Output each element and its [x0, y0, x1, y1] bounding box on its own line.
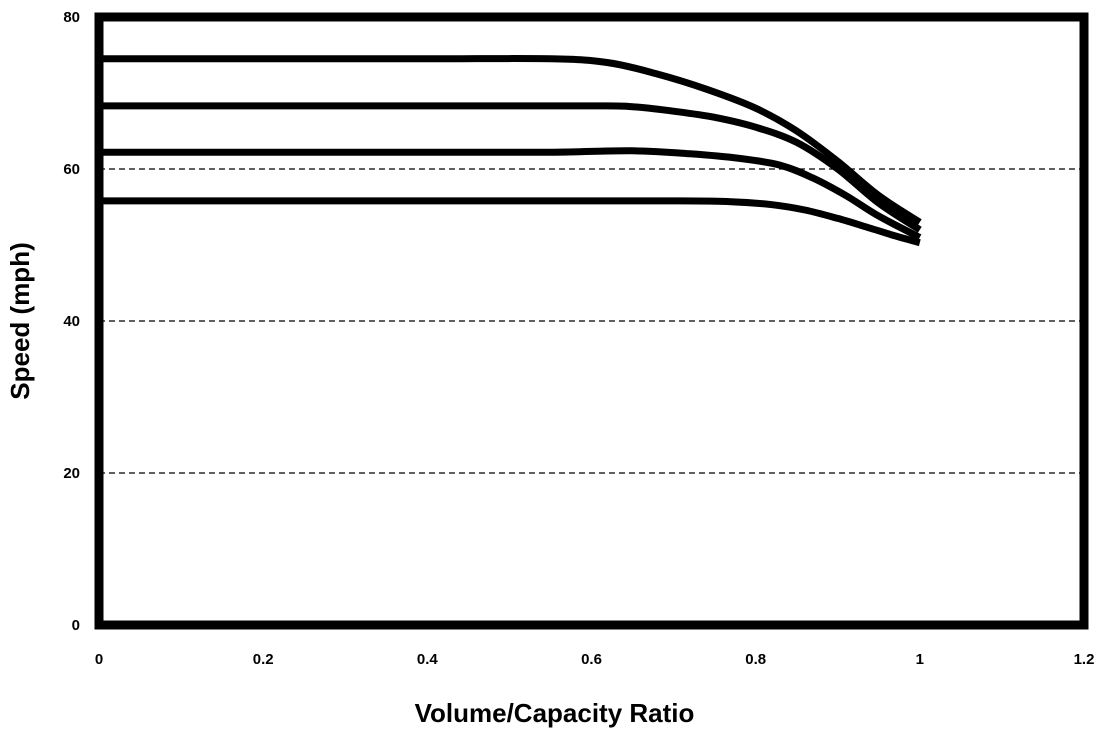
y-tick-label-2: 40 [63, 313, 80, 330]
y-tick-label-1: 20 [63, 465, 80, 482]
series-line-1 [99, 55, 922, 226]
series-line-2 [98, 102, 922, 233]
series-line-3 [99, 147, 922, 241]
y-tick-labels: 0 20 40 60 80 [63, 9, 80, 634]
x-tick-label-1: 0.2 [253, 651, 274, 668]
x-tick-label-6: 1.2 [1074, 651, 1095, 668]
x-axis-title: Volume/Capacity Ratio [415, 698, 695, 728]
plot-frame [94, 12, 1089, 630]
x-tick-label-2: 0.4 [417, 651, 439, 668]
x-tick-labels: 0 0.2 0.4 0.6 0.8 1 1.2 [95, 651, 1095, 668]
x-tick-label-5: 1 [916, 651, 924, 668]
y-tick-label-0: 0 [72, 617, 80, 634]
x-tick-label-4: 0.8 [745, 651, 766, 668]
series-layer [98, 55, 922, 247]
x-tick-label-0: 0 [95, 651, 103, 668]
series-line-4 [99, 197, 921, 247]
y-tick-label-3: 60 [63, 161, 80, 178]
y-axis-title: Speed (mph) [5, 242, 35, 399]
x-tick-label-3: 0.6 [581, 651, 602, 668]
grid-layer [99, 168, 1084, 474]
y-tick-label-4: 80 [63, 9, 80, 26]
